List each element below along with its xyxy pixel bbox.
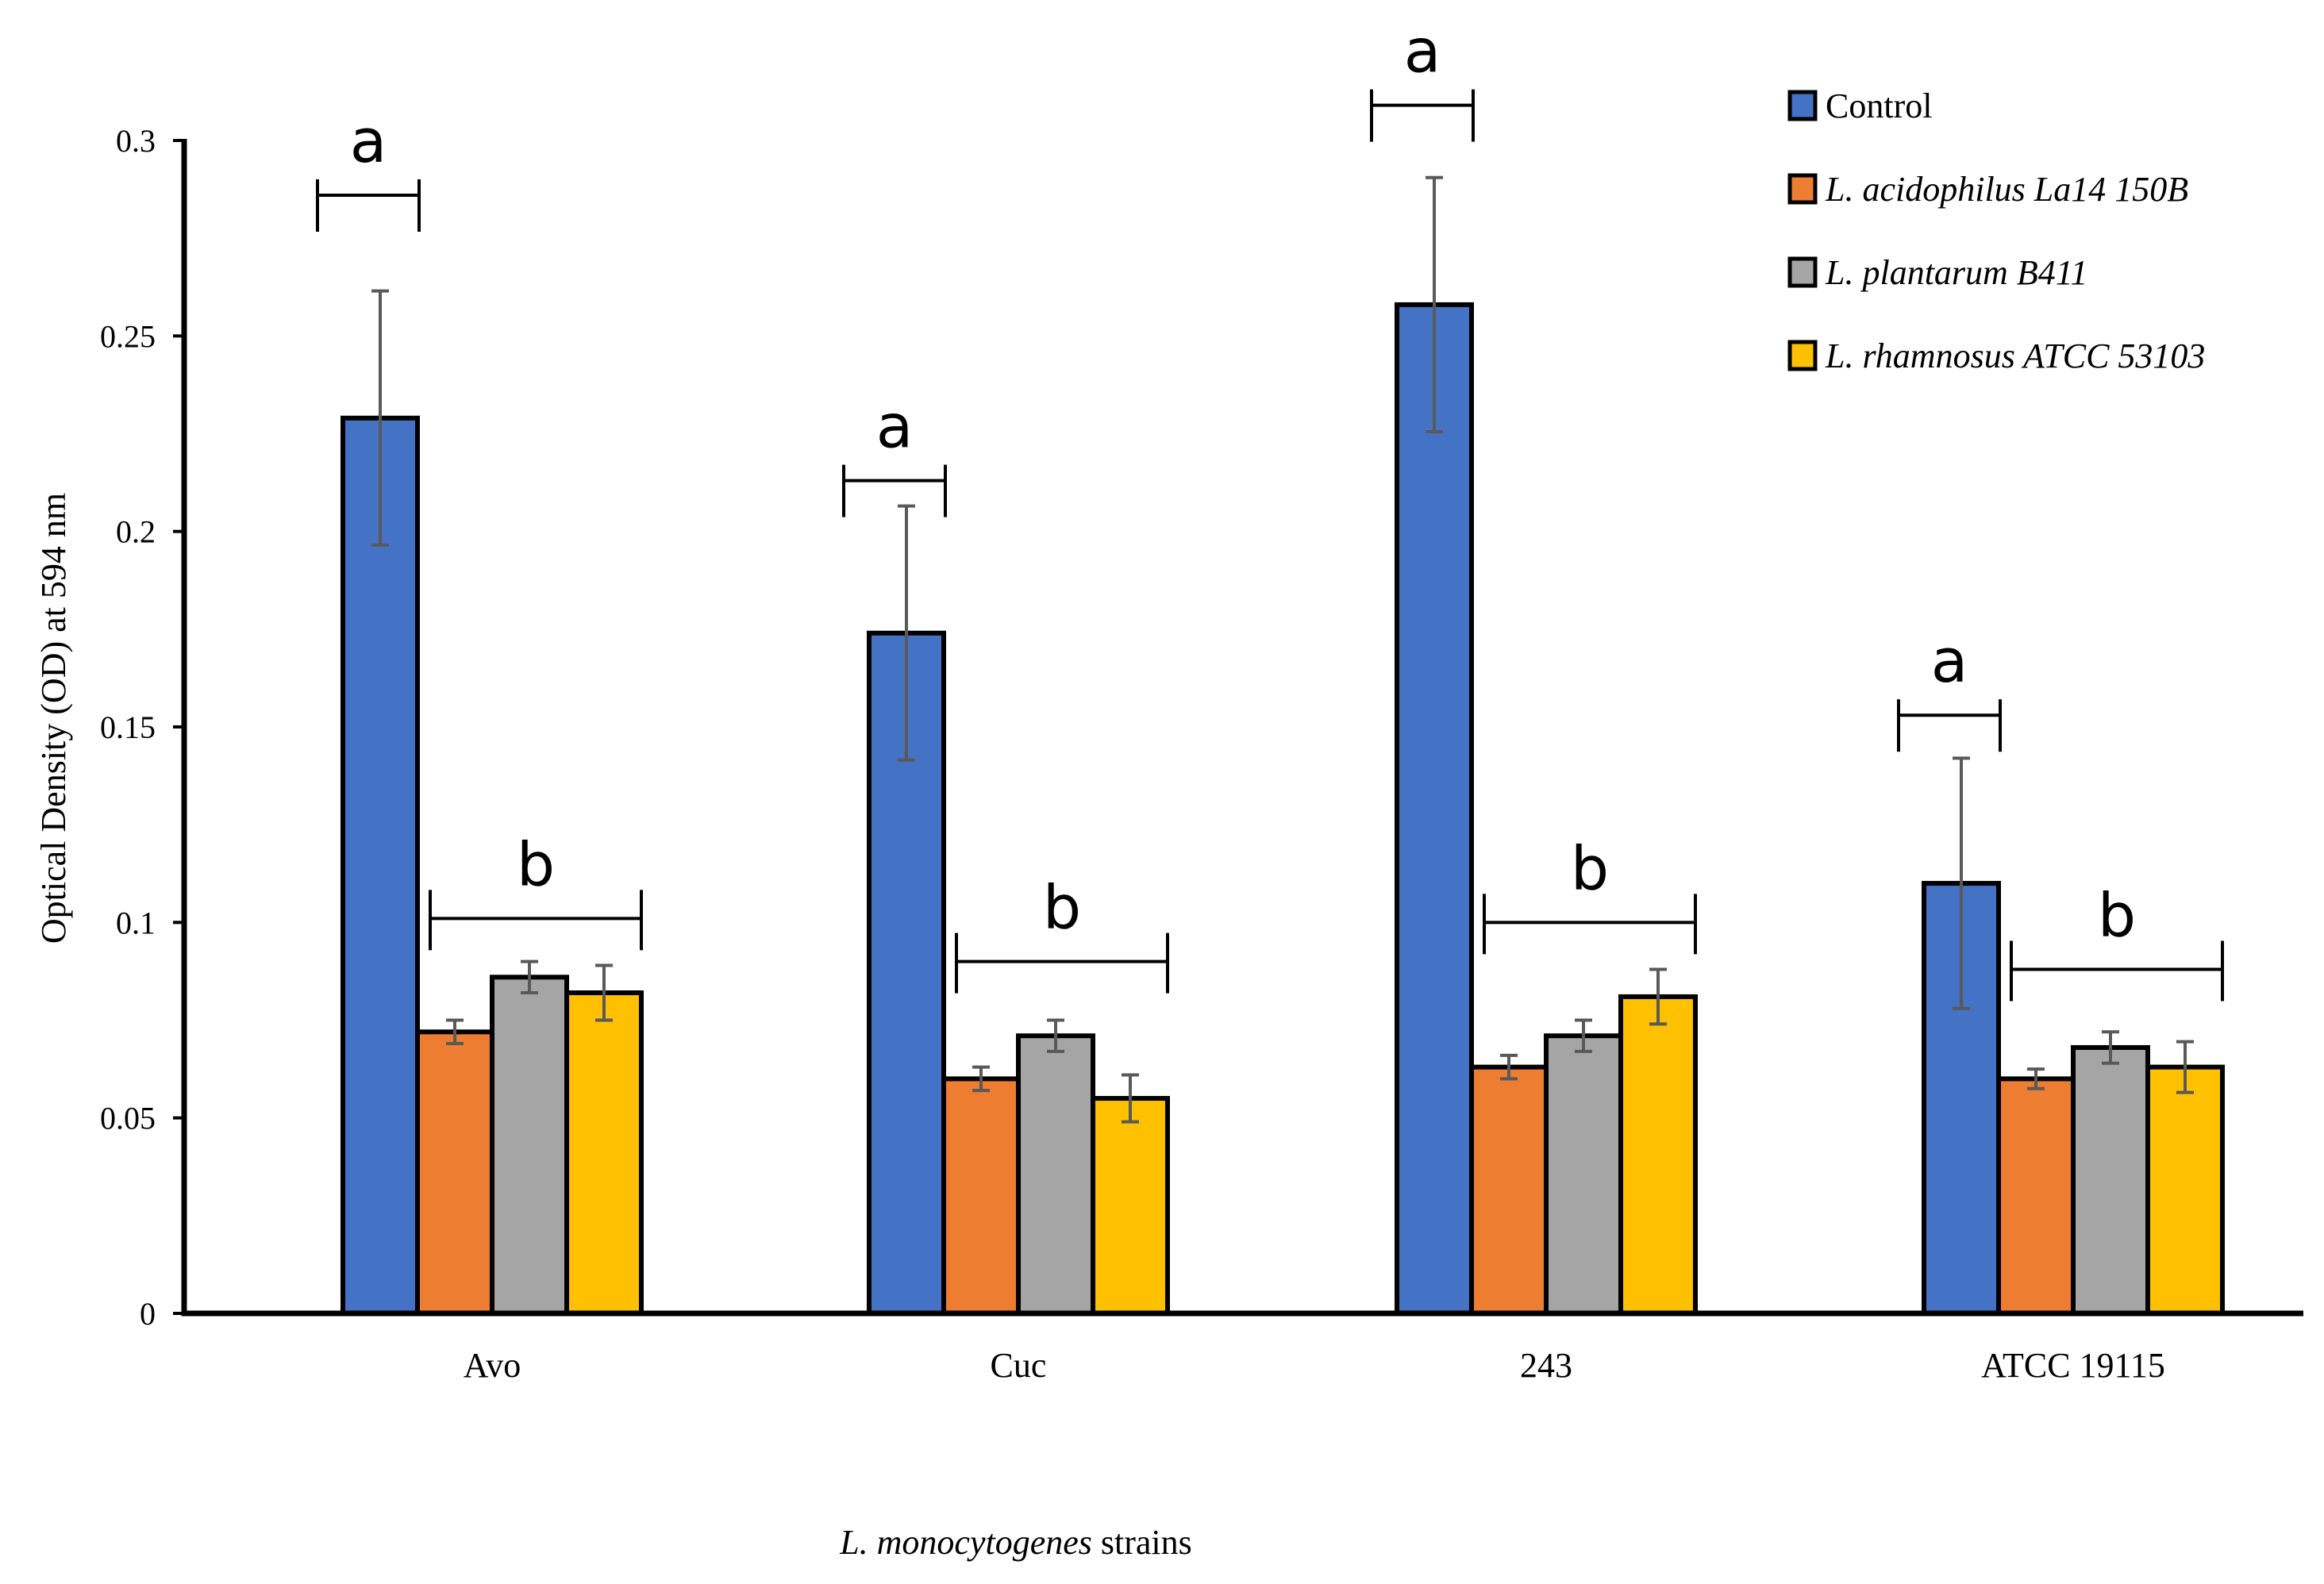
significance-letter: a — [1404, 16, 1441, 87]
significance-letter: b — [2098, 879, 2136, 950]
y-tick-label: 0.15 — [100, 709, 156, 745]
y-tick-label: 0.25 — [100, 318, 156, 354]
bar-3-0 — [564, 990, 644, 1316]
y-tick-label: 0.3 — [116, 123, 156, 159]
bar-1-2 — [1469, 1064, 1549, 1316]
legend-label-3: L. rhamnosus ATCC 53103 — [1825, 336, 2205, 375]
significance-letter: a — [350, 106, 387, 176]
significance-letter: b — [1043, 872, 1081, 943]
y-tick-label: 0 — [140, 1296, 156, 1332]
y-axis-label: Optical Density (OD) at 594 nm — [34, 493, 73, 944]
significance-letter: a — [876, 391, 914, 462]
bar-1-0 — [415, 1029, 494, 1317]
y-tick-label: 0.2 — [116, 514, 156, 550]
x-tick-label: 243 — [1520, 1346, 1572, 1385]
bar-2-1 — [1016, 1033, 1095, 1316]
legend-label-0: Control — [1826, 87, 1932, 125]
x-axis-tick-labels: Avo Cuc 243 ATCC 19115 — [464, 1346, 2165, 1385]
legend-swatch-3 — [1787, 340, 1818, 371]
significance-letter: a — [1931, 625, 1968, 696]
bars — [341, 302, 2225, 1317]
bar-2-2 — [1544, 1033, 1623, 1316]
y-tick-label: 0.05 — [100, 1101, 156, 1136]
legend: Control L. acidophilus La14 150B L. planta… — [1787, 87, 2205, 375]
x-tick-label: Cuc — [991, 1346, 1047, 1385]
bar-1-1 — [941, 1076, 1021, 1317]
bar-3-3 — [2145, 1064, 2225, 1316]
legend-swatch-0 — [1787, 90, 1818, 121]
bar-3-2 — [1618, 994, 1698, 1316]
legend-swatch-1 — [1787, 173, 1818, 205]
significance-annotations: a b a b a b a b — [316, 16, 2224, 1002]
legend-label-1: L. acidophilus La14 150B — [1825, 170, 2188, 209]
bar-1-3 — [1996, 1076, 2076, 1317]
bar-2-3 — [2071, 1044, 2150, 1317]
x-axis-label-rest: strains — [1092, 1523, 1192, 1562]
x-axis-label-italic: L. monocytogenes — [839, 1523, 1092, 1562]
y-axis-ticks: 0 0.05 0.1 0.15 0.2 0.25 0.3 — [100, 123, 184, 1332]
legend-swatch-2 — [1787, 256, 1818, 288]
legend-label-2: L. plantarum B411 — [1825, 253, 2087, 292]
error-bars — [371, 175, 2194, 1124]
bar-3-1 — [1091, 1096, 1170, 1316]
significance-letter: b — [517, 829, 555, 899]
x-tick-label: Avo — [464, 1346, 521, 1385]
y-tick-label: 0.1 — [116, 905, 156, 940]
axes — [181, 139, 2303, 1317]
bar-2-0 — [490, 975, 569, 1316]
x-tick-label: ATCC 19115 — [1981, 1346, 2165, 1385]
significance-letter: b — [1571, 832, 1609, 903]
bar-0-2 — [1395, 302, 1474, 1316]
bar-0-0 — [341, 415, 420, 1316]
x-axis-label: L. monocytogenes strains — [839, 1523, 1192, 1562]
